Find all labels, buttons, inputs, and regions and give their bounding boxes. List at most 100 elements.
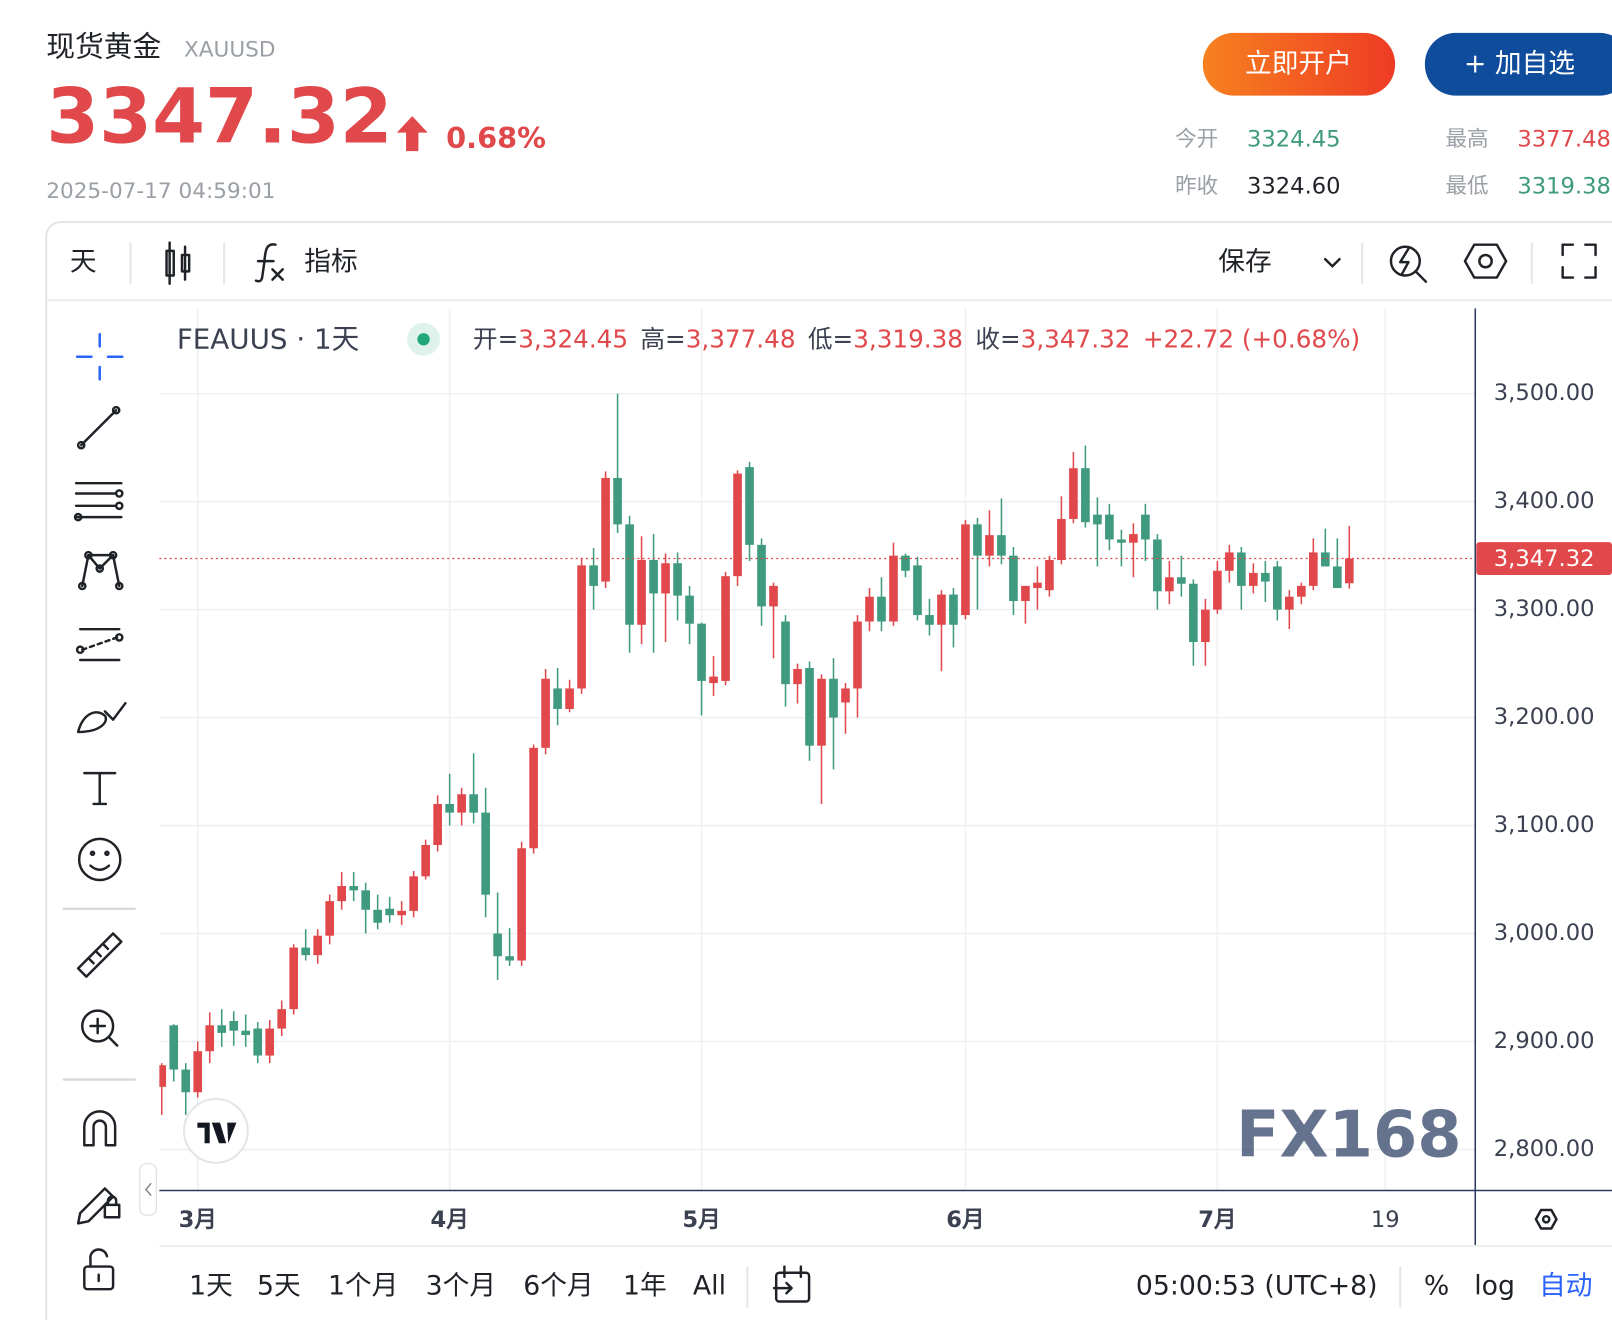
- candle-body: [159, 1065, 167, 1087]
- candle-body: [661, 563, 670, 594]
- candle-body: [1153, 539, 1162, 592]
- last-price-label: 3,347.32: [1494, 546, 1595, 572]
- projection-tool[interactable]: [75, 627, 124, 662]
- candle-body: [985, 535, 994, 556]
- asset-symbol: XAUUSD: [184, 37, 275, 62]
- price: 3347.32: [46, 71, 392, 160]
- chart-type-button[interactable]: [165, 241, 191, 285]
- range-button[interactable]: 1年: [623, 1271, 667, 1302]
- log-toggle[interactable]: log: [1474, 1271, 1515, 1302]
- range-button[interactable]: 1天: [189, 1271, 233, 1302]
- auto-toggle[interactable]: 自动: [1539, 1271, 1592, 1302]
- stat-value: 3377.48: [1517, 126, 1611, 152]
- candle-body: [1213, 570, 1222, 610]
- text-tool[interactable]: [83, 771, 117, 806]
- candle-body: [577, 565, 586, 689]
- settings-button[interactable]: [1463, 243, 1508, 279]
- change-pct: 0.68%: [446, 121, 546, 155]
- pattern-tool[interactable]: [77, 550, 124, 591]
- candle-body: [229, 1020, 239, 1031]
- legend-title: FEAUUS · 1天: [177, 322, 360, 355]
- legend-item: 3,377.48: [686, 324, 796, 353]
- brush-tool[interactable]: [76, 701, 127, 734]
- watchlist-button[interactable]: [1424, 32, 1612, 96]
- x-tick-label: 6月: [946, 1207, 984, 1233]
- open-account-label[interactable]: 立即开户: [1245, 48, 1352, 79]
- range-button[interactable]: 6个月: [523, 1271, 593, 1302]
- range-button[interactable]: 3个月: [426, 1271, 496, 1302]
- lock-tool[interactable]: [83, 1248, 115, 1291]
- clock: 05:00:53 (UTC+8): [1136, 1271, 1378, 1302]
- open-account-button[interactable]: [1202, 32, 1396, 96]
- candle-body: [673, 563, 682, 596]
- lock-drawing-tool[interactable]: [76, 1187, 121, 1225]
- watchlist-label[interactable]: + 加自选: [1464, 48, 1575, 79]
- stat-label: 最高: [1445, 127, 1488, 152]
- candle-body: [1297, 585, 1306, 597]
- candle-body: [625, 524, 634, 625]
- candle-body: [385, 908, 394, 916]
- candle-body: [877, 596, 886, 622]
- percent-toggle[interactable]: %: [1424, 1271, 1449, 1302]
- watermark: FX168: [1236, 1099, 1462, 1173]
- crosshair-tool[interactable]: [75, 332, 124, 381]
- quick-search-button[interactable]: [1389, 245, 1428, 283]
- candle-body: [1129, 534, 1138, 543]
- candle-body: [1237, 552, 1246, 586]
- candle-body: [1321, 552, 1330, 567]
- timestamp: 2025-07-17 04:59:01: [46, 179, 275, 204]
- candle-body: [529, 747, 538, 849]
- collapse-tools[interactable]: [139, 1163, 157, 1216]
- legend-item: 低=: [808, 324, 853, 353]
- candle-body: [1189, 583, 1198, 643]
- candle-body: [169, 1025, 179, 1070]
- candle-body: [349, 886, 358, 891]
- candle-body: [613, 477, 622, 525]
- ruler-tool[interactable]: [76, 932, 123, 978]
- save-dropdown[interactable]: [1323, 257, 1341, 268]
- candle-body: [1225, 552, 1234, 571]
- candle-body: [637, 559, 646, 625]
- candle-body: [745, 467, 754, 545]
- y-tick-label: 3,100.00: [1494, 812, 1595, 838]
- range-button[interactable]: 1个月: [328, 1271, 398, 1302]
- zoom-tool[interactable]: [81, 1009, 119, 1047]
- stat-label: 最低: [1445, 174, 1488, 199]
- x-tick-label: 3月: [179, 1207, 217, 1233]
- candle-body: [1177, 577, 1186, 584]
- fullscreen-button[interactable]: [1561, 243, 1597, 279]
- candle-body: [1141, 514, 1150, 540]
- candle-body: [457, 794, 466, 813]
- status-dot: [417, 333, 430, 346]
- stat-label: 昨收: [1175, 174, 1218, 199]
- goto-date-button[interactable]: [772, 1265, 811, 1303]
- range-buttons: 1天 5天 1个月 3个月 6个月 1年 All: [189, 1271, 726, 1302]
- candle-body: [913, 565, 922, 616]
- candle-body: [553, 688, 562, 709]
- range-button[interactable]: All: [693, 1271, 726, 1302]
- emoji-tool[interactable]: [77, 837, 122, 882]
- candle-body: [421, 845, 430, 877]
- candle-body: [649, 559, 658, 594]
- candle-body: [541, 678, 550, 748]
- candle-body: [265, 1028, 275, 1056]
- indicators-button[interactable]: 指标: [304, 247, 357, 278]
- interval-button[interactable]: 天: [70, 247, 97, 278]
- magnet-tool[interactable]: [83, 1110, 117, 1147]
- candle-body: [1344, 558, 1354, 584]
- candle-body: [1117, 539, 1126, 543]
- last-price-tag: [1476, 542, 1612, 576]
- indicator-icon[interactable]: [254, 243, 284, 283]
- up-arrow: [396, 116, 428, 152]
- plot: [159, 308, 1476, 1191]
- candle-body: [973, 524, 982, 556]
- fib-tool[interactable]: [73, 481, 124, 522]
- axis-settings[interactable]: [1534, 1208, 1558, 1230]
- candle-body: [193, 1051, 203, 1093]
- candle-body: [277, 1009, 287, 1029]
- trend-line-tool[interactable]: [76, 405, 121, 450]
- save-button[interactable]: 保存: [1218, 247, 1271, 278]
- range-button[interactable]: 5天: [257, 1271, 301, 1302]
- candle-body: [1105, 514, 1114, 540]
- x-tick-label: 4月: [430, 1207, 468, 1233]
